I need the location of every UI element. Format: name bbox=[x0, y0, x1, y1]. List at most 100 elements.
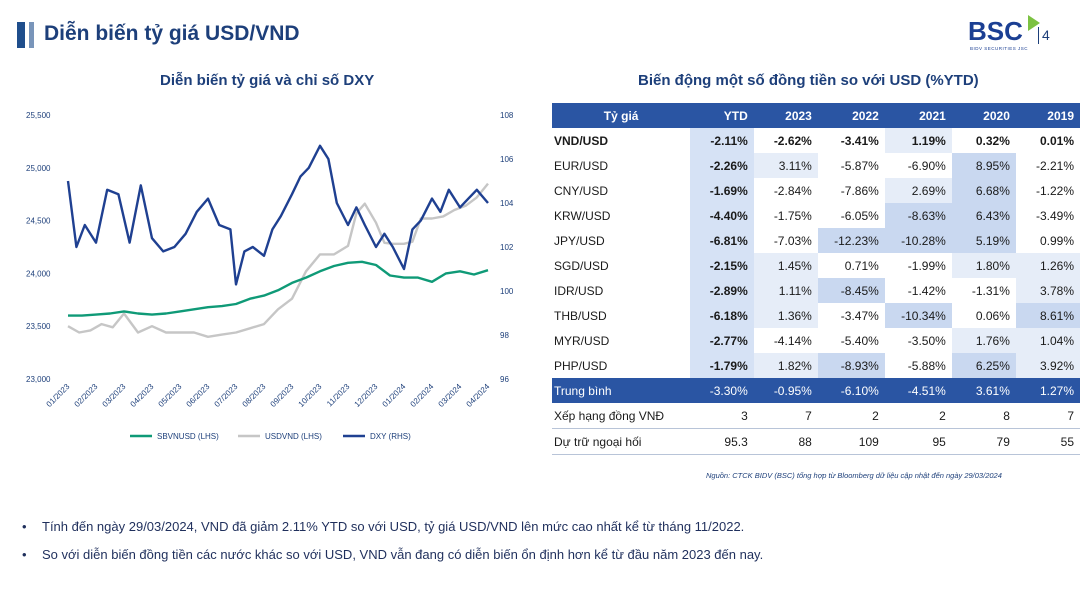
table-cell: 8.61% bbox=[1015, 303, 1080, 328]
table-cell: 2 bbox=[884, 403, 952, 429]
y-right-tick-label: 106 bbox=[500, 155, 514, 164]
table-cell: 8 bbox=[951, 403, 1016, 429]
series-line-sbv bbox=[68, 260, 489, 317]
table-cell: 6.43% bbox=[951, 203, 1016, 228]
table-cell: -7.86% bbox=[817, 178, 885, 203]
table-cell: -7.03% bbox=[753, 228, 818, 253]
table-cell: 0.32% bbox=[951, 128, 1016, 153]
table-cell: 3.92% bbox=[1015, 353, 1080, 378]
table-cell: -6.81% bbox=[690, 228, 754, 253]
row-label: JPY/USD bbox=[554, 233, 605, 248]
x-tick-label: 11/2023 bbox=[325, 382, 352, 409]
legend-label: USDVND (LHS) bbox=[265, 432, 322, 441]
logo-subtitle: BIDV SECURITIES JSC bbox=[970, 46, 1029, 51]
table-column-header: Tỷ giá bbox=[552, 103, 691, 128]
table-cell: 2.69% bbox=[884, 178, 952, 203]
table-cell: 88 bbox=[753, 428, 818, 455]
table-cell: -6.90% bbox=[884, 153, 952, 178]
table-row: KRW/USD -4.40% -1.75% -6.05% -8.63% 6.43% -3.4… bbox=[552, 203, 1080, 228]
table-cell: 0.06% bbox=[951, 303, 1016, 328]
title-accent-bar bbox=[17, 22, 25, 48]
table-row: IDR/USD -2.89% 1.11% -8.45% -1.42% -1.31% 3.78… bbox=[552, 278, 1080, 303]
table-title: Biến động một số đồng tiền so với USD (%… bbox=[638, 72, 979, 89]
table-cell: -1.42% bbox=[884, 278, 952, 303]
table-cell: 0.01% bbox=[1015, 128, 1080, 153]
logo-flag-icon bbox=[1028, 15, 1040, 31]
series-line-dxy bbox=[66, 144, 489, 286]
x-tick-label: 04/2023 bbox=[129, 382, 156, 409]
table-cell: 1.26% bbox=[1015, 253, 1080, 278]
table-cell: -2.26% bbox=[690, 153, 754, 178]
x-tick-label: 06/2023 bbox=[185, 382, 212, 409]
table-cell: 1.76% bbox=[951, 328, 1016, 353]
table-cell: -12.23% bbox=[817, 228, 885, 253]
table-cell: 1.19% bbox=[884, 128, 952, 153]
table-row: JPY/USD -6.81% -7.03% -12.23% -10.28% 5.19% 0.… bbox=[552, 228, 1080, 253]
table-cell: 3 bbox=[690, 403, 754, 429]
page-title: Diễn biến tỷ giá USD/VND bbox=[44, 22, 300, 45]
table-cell: -3.49% bbox=[1015, 203, 1080, 228]
logo-text: BSC bbox=[968, 16, 1023, 46]
x-tick-label: 07/2023 bbox=[213, 382, 240, 409]
table-cell: 79 bbox=[951, 428, 1016, 455]
table-cell: 7 bbox=[753, 403, 818, 429]
row-label: THB/USD bbox=[554, 308, 607, 323]
row-label: PHP/USD bbox=[554, 358, 608, 373]
table-cell: -3.47% bbox=[817, 303, 885, 328]
table-cell: -2.89% bbox=[690, 278, 754, 303]
table-cell: 1.80% bbox=[951, 253, 1016, 278]
bullet-list: • Tính đến ngày 29/03/2024, VND đã giảm … bbox=[22, 519, 763, 575]
x-tick-label: 02/2023 bbox=[73, 382, 100, 409]
legend-label: SBVNUSD (LHS) bbox=[157, 432, 219, 441]
y-left-tick-label: 24,500 bbox=[26, 217, 51, 226]
table-cell: -2.21% bbox=[1015, 153, 1080, 178]
table-row: EUR/USD -2.26% 3.11% -5.87% -6.90% 8.95% -2.21… bbox=[552, 153, 1080, 178]
table-cell: -3.41% bbox=[817, 128, 885, 153]
table-cell: 0.71% bbox=[817, 253, 885, 278]
row-label: MYR/USD bbox=[554, 333, 610, 348]
y-left-tick-label: 25,500 bbox=[26, 111, 51, 120]
table-row: SGD/USD -2.15% 1.45% 0.71% -1.99% 1.80% 1.26% bbox=[552, 253, 1080, 278]
bullet-dot-icon: • bbox=[22, 519, 27, 534]
table-cell: -0.95% bbox=[753, 378, 818, 403]
table-cell: -8.45% bbox=[817, 278, 885, 303]
table-header-row: Tỷ giá YTD 2023 2022 2021 2020 2019 bbox=[552, 103, 1080, 128]
bullet-text: Tính đến ngày 29/03/2024, VND đã giảm 2.… bbox=[42, 519, 745, 534]
row-label: CNY/USD bbox=[554, 183, 609, 198]
bullet-item: • So với diễn biến đồng tiền các nước kh… bbox=[22, 547, 763, 575]
table-cell: -1.99% bbox=[884, 253, 952, 278]
table-cell: -6.10% bbox=[817, 378, 885, 403]
table-cell: -1.75% bbox=[753, 203, 818, 228]
x-tick-label: 09/2023 bbox=[269, 382, 296, 409]
table-cell: -6.05% bbox=[817, 203, 885, 228]
fx-change-table: Tỷ giá YTD 2023 2022 2021 2020 2019 VND/USD -2.… bbox=[552, 103, 1080, 455]
table-cell: -8.93% bbox=[817, 353, 885, 378]
table-cell: -3.50% bbox=[884, 328, 952, 353]
table-cell: 95.3 bbox=[690, 428, 754, 455]
table-cell: -2.77% bbox=[690, 328, 754, 353]
page-number-divider bbox=[1038, 27, 1039, 44]
table-cell: 6.25% bbox=[951, 353, 1016, 378]
table-row: CNY/USD -1.69% -2.84% -7.86% 2.69% 6.68% -1.22… bbox=[552, 178, 1080, 203]
table-cell: -8.63% bbox=[884, 203, 952, 228]
x-tick-label: 12/2023 bbox=[353, 382, 380, 409]
bsc-logo: BSC BIDV SECURITIES JSC bbox=[968, 13, 1048, 53]
table-cell: 6.68% bbox=[951, 178, 1016, 203]
table-column-header: YTD bbox=[690, 103, 754, 128]
table-row: THB/USD -6.18% 1.36% -3.47% -10.34% 0.06% 8.61… bbox=[552, 303, 1080, 328]
legend-label: DXY (RHS) bbox=[370, 432, 411, 441]
table-cell: -2.62% bbox=[753, 128, 818, 153]
table-cell: 2 bbox=[817, 403, 885, 429]
table-cell: 1.45% bbox=[753, 253, 818, 278]
table-row: Dự trữ ngoại hối 95.3 88 109 95 79 55 bbox=[552, 428, 1080, 455]
table-row: Xếp hạng đồng VNĐ 3 7 2 2 8 7 bbox=[552, 403, 1080, 429]
line-chart-title: Diễn biến tỷ giá và chỉ số DXY bbox=[160, 72, 375, 89]
table-row: MYR/USD -2.77% -4.14% -5.40% -3.50% 1.76% 1.04… bbox=[552, 328, 1080, 353]
row-label: IDR/USD bbox=[554, 283, 604, 298]
table-cell: 109 bbox=[817, 428, 885, 455]
row-label: VND/USD bbox=[554, 133, 609, 148]
table-cell: -5.88% bbox=[884, 353, 952, 378]
row-label: Xếp hạng đồng VNĐ bbox=[552, 403, 691, 429]
table-cell: 7 bbox=[1015, 403, 1080, 429]
row-label: Trung bình bbox=[552, 378, 691, 403]
